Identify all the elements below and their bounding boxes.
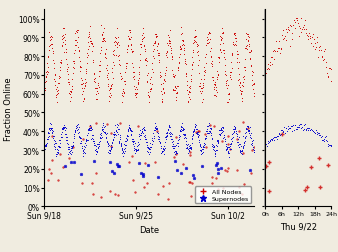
- X-axis label: Thu 9/22: Thu 9/22: [280, 221, 317, 230]
- Legend: All Nodes, Supernodes: All Nodes, Supernodes: [195, 186, 251, 204]
- Y-axis label: Fraction Online: Fraction Online: [4, 77, 13, 140]
- X-axis label: Date: Date: [139, 225, 159, 234]
